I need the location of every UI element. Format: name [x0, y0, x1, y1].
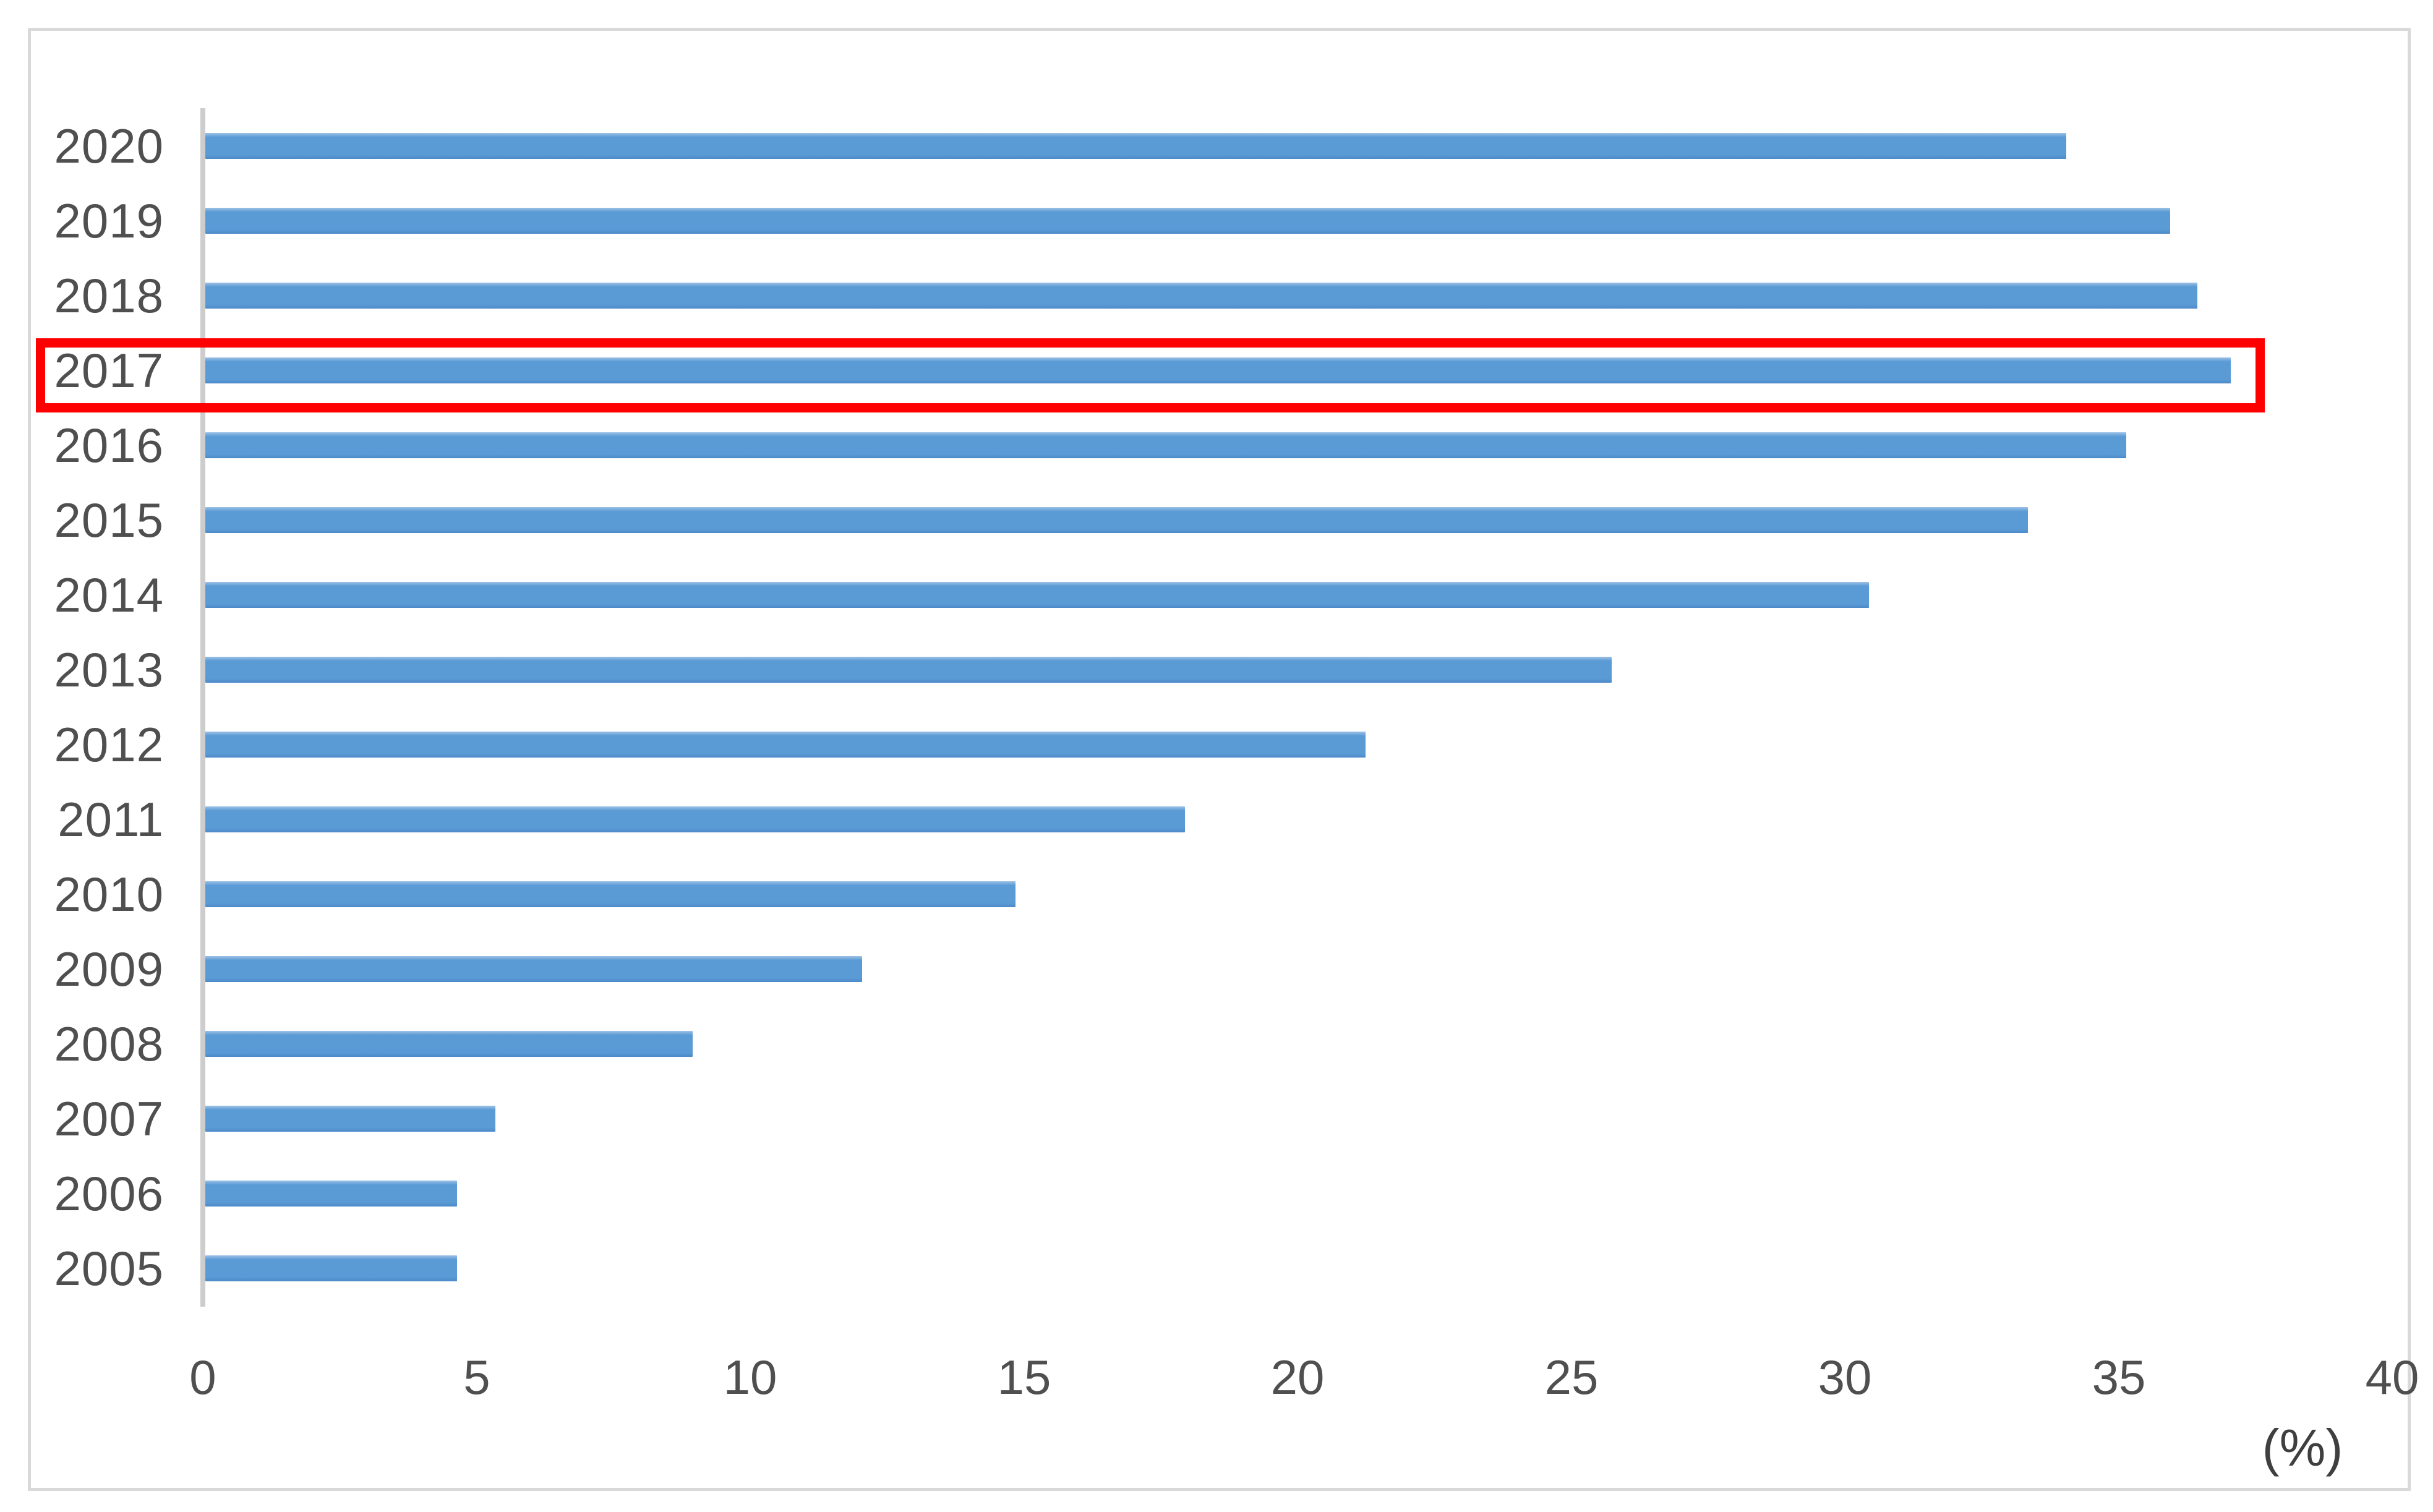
category-label-2005: 2005 [54, 1241, 164, 1296]
bar-2017 [205, 357, 2231, 383]
x-tick-label-20: 20 [1270, 1350, 1325, 1404]
bar-2005 [205, 1255, 457, 1281]
bar-2019 [205, 208, 2170, 234]
bar-2009 [205, 956, 862, 982]
category-label-2008: 2008 [54, 1017, 164, 1071]
x-tick-label-10: 10 [723, 1350, 777, 1404]
x-tick-label-0: 0 [189, 1350, 216, 1404]
bar-2011 [205, 806, 1185, 832]
category-label-2012: 2012 [54, 717, 164, 772]
bar-2013 [205, 657, 1612, 683]
bar-2020 [205, 133, 2066, 159]
category-label-2010: 2010 [54, 867, 164, 921]
highlight-box-2017 [36, 338, 2265, 412]
category-label-2015: 2015 [54, 493, 164, 547]
category-label-2013: 2013 [54, 643, 164, 697]
category-label-2016: 2016 [54, 418, 164, 472]
bar-2007 [205, 1106, 495, 1132]
x-tick-label-40: 40 [2365, 1350, 2419, 1404]
x-tick-label-15: 15 [997, 1350, 1051, 1404]
category-label-2020: 2020 [54, 119, 164, 173]
x-tick-label-25: 25 [1544, 1350, 1599, 1404]
x-tick-label-30: 30 [1818, 1350, 1872, 1404]
x-tick-label-35: 35 [2092, 1350, 2146, 1404]
bar-2010 [205, 881, 1016, 907]
category-label-2006: 2006 [54, 1166, 164, 1221]
bar-2012 [205, 732, 1366, 758]
bar-2008 [205, 1031, 693, 1057]
bar-2014 [205, 582, 1869, 608]
category-label-2018: 2018 [54, 268, 164, 323]
y-axis-line [200, 108, 205, 1307]
category-label-2017: 2017 [54, 343, 164, 398]
category-label-2011: 2011 [58, 792, 164, 847]
x-tick-label-5: 5 [463, 1350, 490, 1404]
bar-2006 [205, 1181, 457, 1207]
category-label-2014: 2014 [54, 568, 164, 622]
bar-2016 [205, 432, 2126, 458]
bar-2015 [205, 507, 2028, 533]
category-label-2007: 2007 [54, 1091, 164, 1146]
bar-2018 [205, 283, 2197, 309]
x-axis-unit-label: (%) [2262, 1419, 2343, 1477]
category-label-2019: 2019 [54, 194, 164, 248]
category-label-2009: 2009 [54, 942, 164, 996]
chart-frame [28, 28, 2411, 1491]
